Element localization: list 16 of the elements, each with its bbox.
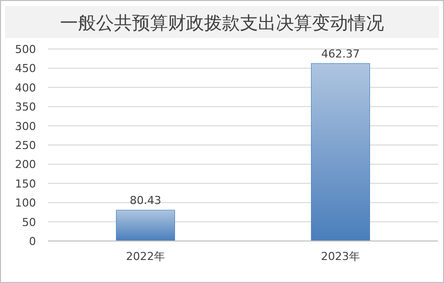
x-tick-label: 2022年 bbox=[126, 250, 165, 263]
y-tick-label: 300 bbox=[15, 120, 36, 133]
y-tick-label: 400 bbox=[15, 81, 36, 94]
y-tick-label: 100 bbox=[15, 196, 36, 210]
x-tick-label: 2023年 bbox=[321, 250, 360, 263]
y-tick-label: 0 bbox=[29, 235, 36, 248]
y-tick-label: 250 bbox=[15, 139, 36, 152]
data-label: 462.37 bbox=[321, 47, 360, 60]
chart-title: 一般公共预算财政拨款支出决算变动情况 bbox=[60, 13, 384, 34]
y-tick-label: 450 bbox=[15, 62, 36, 76]
y-tick-label: 50 bbox=[22, 216, 36, 229]
y-tick-label: 350 bbox=[15, 100, 36, 114]
y-tick-label: 200 bbox=[15, 158, 36, 172]
y-tick-label: 500 bbox=[15, 43, 36, 56]
data-label: 80.43 bbox=[130, 194, 162, 208]
y-tick-label: 150 bbox=[15, 177, 36, 190]
